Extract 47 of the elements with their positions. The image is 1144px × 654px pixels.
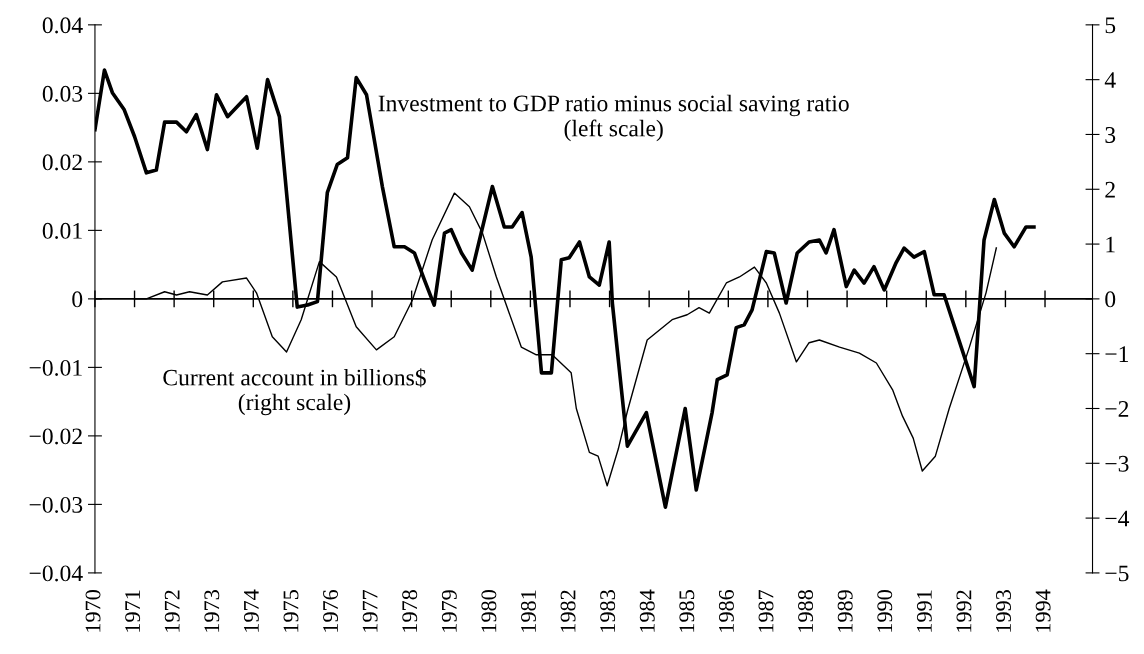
y2-tick-label: 1 [1106,236,1115,253]
x-tick-label: 1983 [600,590,616,632]
y-tick-label: 0.01 [42,222,82,239]
x-tick-label: 1971 [125,590,141,632]
y2-tick-label: 5 [1105,17,1116,34]
x-tick-label: 1991 [916,590,932,632]
x-tick-label: 1989 [837,590,853,632]
x-tick-label: 1993 [996,590,1011,632]
x-tick-label: 1979 [441,590,457,632]
y-tick-label: −0.04 [29,565,83,582]
x-tick-label: 1978 [402,590,418,632]
y2-tick-label: −4 [1105,510,1130,527]
y2-tick-label: 3 [1105,127,1116,143]
y2-tick-label: −1 [1105,346,1129,362]
x-tick-label: 1982 [560,590,576,632]
y-tick-label: −0.03 [29,496,83,513]
x-tick-label: 1975 [283,590,299,632]
y-tick-label: 0.04 [42,17,83,34]
y-tick-label: 0.02 [42,154,82,171]
y2-tick-label: −5 [1105,565,1129,582]
x-tick-label: 1980 [481,590,497,632]
x-tick-label: 1984 [639,589,655,632]
x-tick-label: 1994 [1035,589,1051,632]
x-tick-label: 1990 [877,590,893,632]
y-tick-label: 0.03 [42,85,83,102]
x-tick-label: 1987 [758,589,774,632]
y-tick-label: −0.02 [29,428,82,445]
annotation: Investment to GDP ratio minus social saving ratio (left scale) [378,94,849,142]
y-tick-label: 0 [72,291,83,308]
y2-tick-label: 2 [1105,181,1115,198]
x-tick-label: 1974 [243,589,259,632]
y-tick-label: −0.01 [29,359,82,376]
annotation: Current account in billions$ (right scale) [163,368,426,416]
x-tick-label: 1973 [204,590,220,632]
x-tick-label: 1977 [362,589,378,632]
y2-tick-label: 0 [1105,291,1116,308]
y2-tick-label: 4 [1104,72,1116,88]
x-tick-label: 1981 [520,590,536,632]
x-tick-label: 1992 [956,590,972,632]
x-tick-label: 1972 [164,590,180,632]
x-tick-label: 1986 [718,589,734,632]
x-tick-label: 1988 [798,590,814,632]
x-tick-label: 1985 [679,590,695,632]
y2-tick-label: −2 [1105,401,1129,417]
y2-tick-label: −3 [1105,455,1129,472]
x-tick-label: 1970 [85,590,101,632]
x-tick-label: 1976 [323,589,339,632]
